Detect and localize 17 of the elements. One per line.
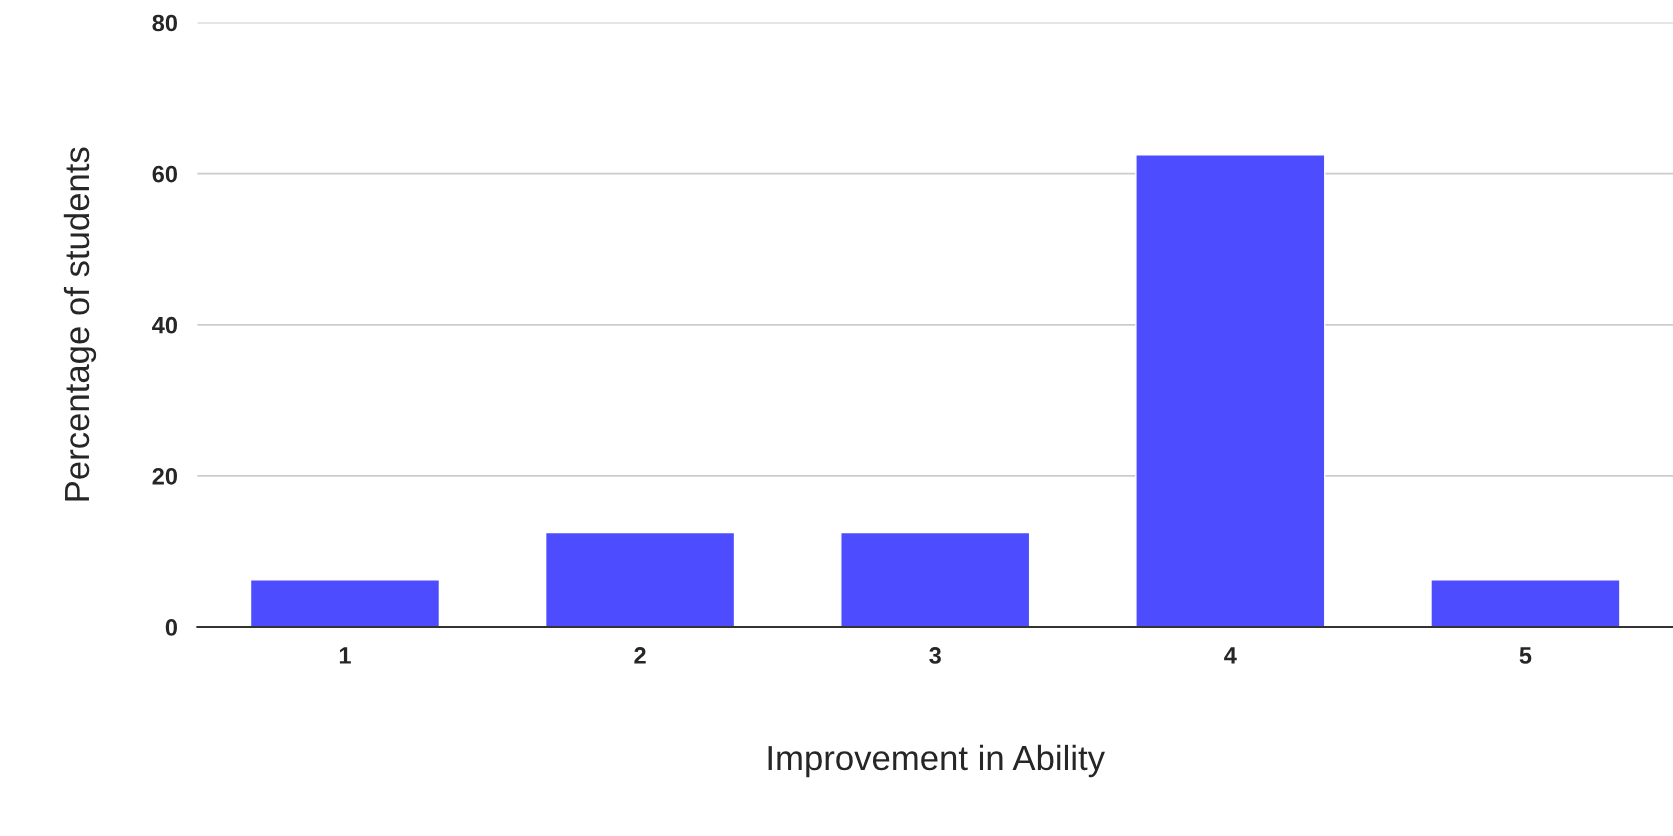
x-tick-label: 3	[929, 647, 941, 664]
bar	[1430, 579, 1621, 627]
y-tick-label: 80	[152, 14, 177, 32]
y-tick-label: 20	[152, 467, 177, 485]
bar	[1135, 154, 1326, 627]
x-tick-label: 5	[1519, 647, 1532, 664]
x-axis-title: Improvement in Ability	[768, 744, 1105, 778]
bar	[249, 579, 441, 627]
bar	[840, 531, 1031, 627]
x-tick-label: 1	[339, 647, 351, 664]
bar	[544, 531, 736, 627]
y-tick-label: 40	[152, 316, 177, 334]
y-axis-title: Percentage of students	[63, 147, 97, 501]
y-tick-label: 0	[165, 619, 177, 636]
y-tick-label: 60	[152, 165, 177, 183]
x-tick-label: 4	[1224, 647, 1237, 664]
x-tick-label: 2	[634, 647, 646, 664]
